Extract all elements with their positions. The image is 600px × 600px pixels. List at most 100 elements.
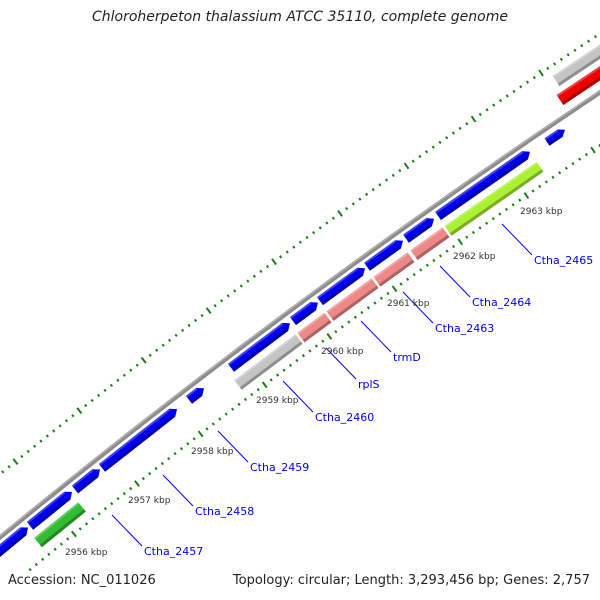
major-tick-inner	[391, 285, 398, 293]
cds-forward[interactable]	[185, 388, 204, 404]
major-tick-inner	[590, 146, 596, 154]
kbp-labels: 2956 kbp 2957 kbp 2958 kbp 2959 kbp 2960…	[65, 207, 563, 558]
cds-forward-shade	[0, 532, 27, 557]
minor-tick-inner	[360, 310, 364, 315]
gene-ctha-2460[interactable]	[234, 334, 303, 390]
minor-tick-inner	[386, 291, 390, 296]
minor-tick-inner	[504, 207, 509, 212]
gene-ctha-2463-shape	[373, 252, 415, 287]
cds-forward-shade	[407, 223, 432, 243]
cds-forward-shape	[228, 322, 290, 372]
cds-forward-shade	[547, 134, 563, 146]
minor-tick-inner	[116, 496, 120, 501]
gene-ctha-2464[interactable]	[410, 227, 450, 260]
major-tick-inner	[457, 238, 464, 246]
gene-rpls[interactable]	[297, 312, 332, 343]
cds-forward[interactable]	[544, 129, 566, 146]
gene-label[interactable]: Ctha_2464	[472, 296, 531, 309]
minor-tick-inner	[452, 244, 456, 249]
minor-tick-inner	[192, 437, 196, 441]
minor-tick-outer	[398, 168, 402, 173]
gene-label[interactable]: Ctha_2463	[435, 322, 494, 335]
minor-tick-inner	[66, 537, 70, 541]
gene-label[interactable]: Ctha_2459	[250, 461, 309, 474]
cds-forward[interactable]	[0, 527, 28, 579]
gene-rpls-highlight	[297, 312, 326, 335]
minor-tick-inner	[373, 301, 377, 305]
gene-ctha-2465[interactable]	[444, 161, 544, 236]
cds-forward-shape	[71, 469, 100, 494]
cds-forward-highlight	[26, 491, 66, 524]
cds-forward-shape	[26, 491, 72, 530]
gene-ctha-2460-shade	[239, 341, 303, 390]
minor-tick-inner	[282, 368, 286, 372]
gene-ctha-2460-highlight	[234, 334, 297, 382]
outer-feature-red[interactable]	[556, 55, 600, 105]
gene-label[interactable]: trmD	[393, 351, 421, 364]
minor-tick-inner	[432, 258, 436, 263]
major-tick-inner	[134, 480, 140, 487]
outer-feature-gray[interactable]	[552, 33, 600, 86]
cds-forward[interactable]	[290, 302, 318, 326]
kbp-label: 2961 kbp	[387, 299, 430, 309]
cds-forward[interactable]	[403, 218, 434, 243]
minor-tick-inner	[34, 562, 38, 567]
minor-tick-outer	[593, 35, 597, 39]
cds-forward-shape	[0, 527, 28, 557]
minor-tick-inner	[314, 344, 318, 348]
minor-tick-outer	[358, 197, 362, 201]
cds-forward[interactable]	[317, 267, 365, 306]
minor-tick-inner	[129, 486, 133, 491]
minor-tick-outer	[546, 66, 550, 71]
kbp-label: 2958 kbp	[191, 447, 234, 457]
minor-tick-inner	[538, 184, 542, 189]
cds-forward-highlight	[364, 240, 397, 265]
cds-forward[interactable]	[364, 240, 403, 271]
minor-tick-outer	[32, 444, 37, 448]
outer-feature-gray-shape	[552, 44, 600, 86]
major-tick-inner	[261, 381, 268, 389]
minor-tick-outer	[587, 39, 591, 43]
gene-ctha-2457-shade	[39, 509, 86, 548]
minor-tick-outer	[573, 48, 577, 52]
minor-tick-outer	[194, 318, 198, 323]
cds-forward-highlight	[544, 129, 559, 140]
minor-tick-outer	[109, 383, 114, 387]
minor-tick-inner	[584, 152, 588, 157]
minor-tick-outer	[465, 122, 469, 126]
cds-forward[interactable]	[71, 469, 100, 494]
outer-feature-gray-highlight	[552, 44, 600, 78]
gene-label[interactable]: Ctha_2465	[534, 254, 593, 267]
gene-label[interactable]: rplS	[358, 378, 380, 391]
cds-forward-shape	[403, 218, 434, 243]
kbp-label: 2962 kbp	[453, 252, 496, 262]
gene-trmd-shade	[331, 285, 379, 321]
major-tick-inner	[326, 333, 333, 340]
label-leader-line	[282, 380, 314, 413]
gene-label[interactable]: Ctha_2458	[195, 505, 254, 518]
minor-tick-outer	[122, 373, 126, 377]
minor-tick-outer	[45, 434, 49, 438]
minor-tick-outer	[525, 80, 530, 84]
minor-tick-outer	[39, 439, 43, 443]
minor-tick-outer	[52, 429, 56, 433]
minor-tick-inner	[276, 373, 280, 377]
gene-ctha-2457[interactable]	[34, 502, 86, 548]
minor-tick-inner	[218, 417, 222, 421]
cds-forward[interactable]	[98, 408, 177, 472]
minor-tick-outer	[168, 338, 172, 342]
cds-forward[interactable]	[228, 322, 290, 372]
gene-ctha-2460-shape	[234, 334, 303, 390]
gene-label[interactable]: Ctha_2457	[144, 545, 203, 558]
gene-trmd[interactable]	[326, 278, 379, 321]
minor-tick-outer	[345, 206, 349, 211]
cds-forward[interactable]	[435, 151, 530, 220]
minor-tick-inner	[564, 166, 568, 170]
gene-label[interactable]: Ctha_2460	[315, 411, 374, 424]
minor-tick-inner	[243, 397, 248, 402]
minor-tick-outer	[378, 183, 382, 187]
cds-forward[interactable]	[26, 491, 72, 530]
cds-forward-shape	[98, 408, 177, 472]
cds-forward-highlight	[403, 218, 428, 237]
gene-ctha-2463[interactable]	[373, 252, 415, 287]
